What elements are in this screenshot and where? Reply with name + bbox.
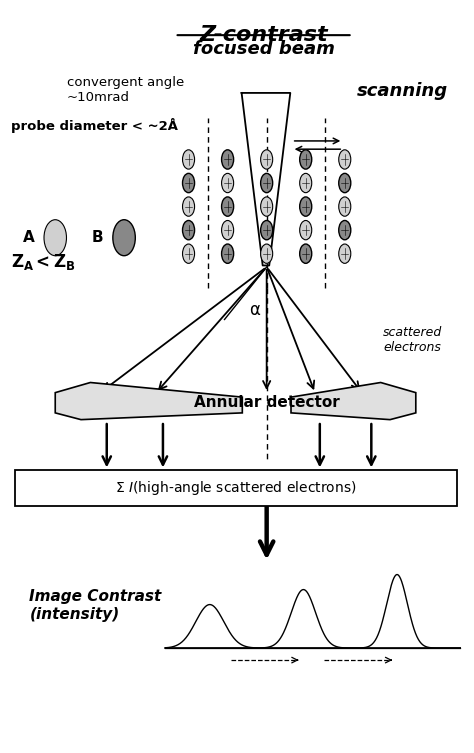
Text: A: A xyxy=(23,230,35,245)
Circle shape xyxy=(221,197,234,216)
Text: Z-contrast: Z-contrast xyxy=(199,26,328,45)
Circle shape xyxy=(300,197,312,216)
Circle shape xyxy=(182,173,195,193)
Circle shape xyxy=(300,244,312,264)
Circle shape xyxy=(44,220,66,256)
Text: $\mathbf{Z_A < Z_B}$: $\mathbf{Z_A < Z_B}$ xyxy=(11,252,75,273)
Circle shape xyxy=(339,221,351,239)
Circle shape xyxy=(221,173,234,193)
Polygon shape xyxy=(291,383,416,419)
Circle shape xyxy=(221,150,234,169)
Circle shape xyxy=(339,173,351,193)
Circle shape xyxy=(261,244,273,264)
Circle shape xyxy=(221,244,234,264)
Circle shape xyxy=(182,197,195,216)
Circle shape xyxy=(261,197,273,216)
Text: scattered
electrons: scattered electrons xyxy=(383,327,442,355)
Circle shape xyxy=(182,150,195,169)
Circle shape xyxy=(261,173,273,193)
Circle shape xyxy=(182,221,195,239)
Circle shape xyxy=(182,244,195,264)
Text: probe diameter < ~2Å: probe diameter < ~2Å xyxy=(11,117,178,133)
Circle shape xyxy=(113,220,135,256)
Text: scanning: scanning xyxy=(357,82,448,100)
Circle shape xyxy=(261,150,273,169)
Text: focused beam: focused beam xyxy=(192,41,335,59)
Text: Image Contrast
(intensity): Image Contrast (intensity) xyxy=(29,589,162,621)
Circle shape xyxy=(300,221,312,239)
Circle shape xyxy=(339,197,351,216)
Text: Annular detector: Annular detector xyxy=(194,395,339,410)
FancyBboxPatch shape xyxy=(15,470,456,505)
Text: α: α xyxy=(249,301,260,319)
Circle shape xyxy=(221,221,234,239)
Polygon shape xyxy=(55,383,242,419)
Text: B: B xyxy=(91,230,103,245)
Circle shape xyxy=(339,244,351,264)
Circle shape xyxy=(300,173,312,193)
Text: convergent angle
~10mrad: convergent angle ~10mrad xyxy=(67,76,184,105)
Circle shape xyxy=(300,150,312,169)
Circle shape xyxy=(339,150,351,169)
Circle shape xyxy=(261,221,273,239)
Text: $\Sigma\ \mathit{I}$(high-angle scattered electrons): $\Sigma\ \mathit{I}$(high-angle scattere… xyxy=(115,479,356,496)
